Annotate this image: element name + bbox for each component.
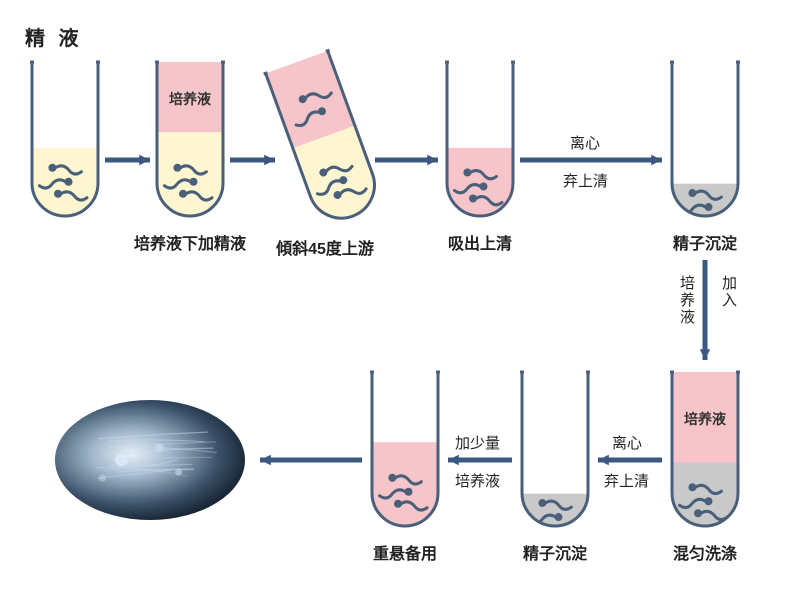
tube-t1 xyxy=(30,60,100,220)
tube-caption: 混匀洗涤 xyxy=(645,540,765,564)
tube-t8 xyxy=(370,370,440,530)
tube-caption: 精子沉淀 xyxy=(495,540,615,564)
tube-t2: 培养液 xyxy=(155,60,225,220)
tube-t3 xyxy=(263,48,387,232)
arrow xyxy=(220,150,285,170)
tube-caption: 吸出上清 xyxy=(420,230,540,254)
tube-layer-label: 培养液 xyxy=(684,411,727,427)
arrow xyxy=(438,450,522,470)
tube-t6: 培养液 xyxy=(670,370,740,530)
arrow xyxy=(95,150,160,170)
tube-t7 xyxy=(520,370,590,530)
tube-layer-label: 培养液 xyxy=(169,91,212,107)
tube-caption: 傾斜45度上游 xyxy=(265,235,385,259)
diagram-stage: 精 液培养液培养液下加精液傾斜45度上游吸出上清精子沉淀培养液混匀洗涤精子沉淀重… xyxy=(0,0,800,600)
tube-caption: 重悬备用 xyxy=(345,540,465,564)
arrow xyxy=(365,150,448,170)
arrow-label: 加入 xyxy=(718,275,739,309)
arrow xyxy=(588,450,672,470)
diagram-title: 精 液 xyxy=(25,22,83,51)
tube-t5 xyxy=(670,60,740,220)
arrow xyxy=(250,450,372,470)
arrow-label: 培养液 xyxy=(455,470,500,491)
arrow-label: 弃上清 xyxy=(604,470,649,491)
arrow-label: 培养液 xyxy=(676,275,697,326)
arrow-label: 弃上清 xyxy=(563,170,608,191)
final-sperm-image xyxy=(55,400,245,520)
tube-caption: 培养液下加精液 xyxy=(130,230,250,254)
arrow xyxy=(510,150,672,170)
arrow xyxy=(695,250,715,370)
arrow-label: 离心 xyxy=(612,432,642,453)
tube-t4 xyxy=(445,60,515,220)
arrow-label: 加少量 xyxy=(455,432,500,453)
arrow-label: 离心 xyxy=(570,132,600,153)
